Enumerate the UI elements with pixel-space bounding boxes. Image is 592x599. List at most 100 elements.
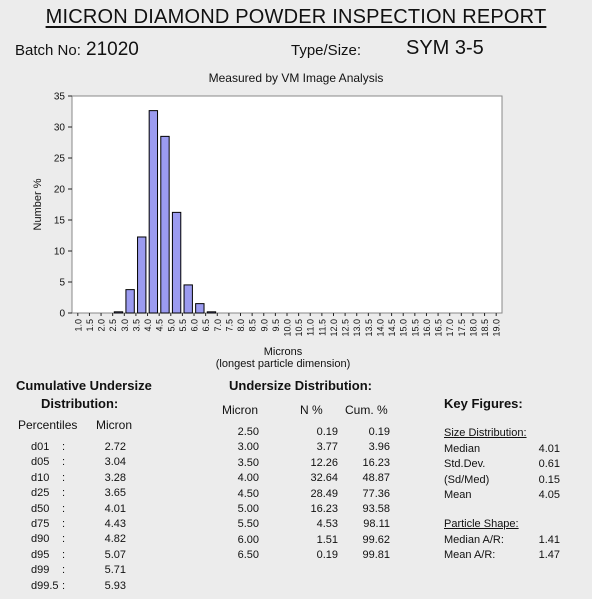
x-tick-label: 13.5 — [364, 319, 374, 337]
percentile-label: d01 — [31, 441, 50, 453]
x-tick-label: 14.5 — [387, 319, 397, 337]
x-tick-label: 3.0 — [120, 319, 130, 332]
y-tick-label: 10 — [54, 247, 66, 258]
x-tick-label: 16.5 — [434, 319, 444, 337]
percentile-separator: : — [62, 502, 66, 515]
x-tick-label: 6.0 — [190, 319, 200, 332]
x-tick-label: 19.0 — [492, 319, 502, 337]
undersize-heading: Undersize Distribution: — [229, 378, 373, 393]
undersize-micron: 2.50 — [237, 426, 259, 438]
undersize-n-percent: 4.53 — [316, 518, 338, 531]
percentile-separator: : — [62, 487, 66, 500]
size-stat-value: 4.01 — [538, 443, 560, 455]
x-tick-label: 4.0 — [143, 319, 153, 332]
undersize-micron: 6.00 — [237, 533, 259, 546]
shape-stat-label: Median A/R: — [444, 534, 504, 546]
chart-title: Measured by VM Image Analysis — [208, 71, 384, 85]
percentile-separator: : — [62, 518, 66, 530]
key-figures-heading: Key Figures: — [444, 396, 523, 411]
x-tick-label: 5.5 — [178, 319, 188, 332]
undersize-col-n: N % — [300, 403, 323, 417]
percentile-micron: 5.71 — [104, 564, 126, 577]
x-tick-label: 12.5 — [341, 319, 351, 337]
size-stat-label: (Sd/Med) — [444, 473, 490, 486]
x-tick-label: 4.5 — [155, 319, 165, 332]
undersize-micron: 4.00 — [237, 472, 259, 485]
undersize-n-percent: 0.19 — [316, 549, 338, 562]
undersize-micron: 4.50 — [237, 487, 259, 500]
y-tick-label: 0 — [59, 309, 65, 320]
y-tick-label: 25 — [54, 154, 66, 165]
cumulative-heading-2: Distribution: — [41, 396, 119, 411]
undersize-n-percent: 16.23 — [310, 503, 338, 515]
y-axis-label: Number % — [32, 178, 44, 230]
x-tick-label: 18.5 — [480, 319, 490, 337]
y-tick-label: 5 — [59, 278, 65, 289]
undersize-n-percent: 28.49 — [310, 487, 338, 500]
shape-stat-label: Mean A/R: — [444, 549, 496, 562]
undersize-n-percent: 12.26 — [310, 456, 338, 469]
x-tick-label: 6.5 — [201, 319, 211, 332]
x-tick-label: 7.5 — [224, 319, 234, 332]
x-tick-label: 11.5 — [317, 319, 327, 336]
undersize-micron: 3.50 — [237, 456, 259, 469]
histogram-bar — [148, 110, 159, 314]
percentile-micron: 3.04 — [104, 456, 126, 469]
histogram-bar — [125, 289, 135, 314]
percentile-separator: : — [62, 548, 66, 561]
histogram-bar — [113, 311, 124, 314]
x-tick-label: 9.5 — [271, 319, 281, 332]
particle-shape-heading: Particle Shape: — [444, 518, 519, 530]
y-tick-label: 35 — [54, 92, 66, 103]
undersize-cum-percent: 16.23 — [362, 456, 390, 469]
x-axis-sublabel: (longest particle dimension) — [216, 358, 351, 370]
size-stat-label: Median — [444, 443, 481, 455]
undersize-cum-percent: 99.81 — [362, 549, 390, 562]
undersize-n-percent: 3.77 — [316, 441, 338, 454]
percentile-micron: 3.65 — [104, 487, 126, 500]
percentile-label: d99.5 — [31, 579, 59, 592]
x-tick-label: 1.0 — [73, 319, 83, 332]
x-tick-label: 15.5 — [410, 319, 420, 337]
undersize-col-cum: Cum. % — [345, 403, 388, 417]
batch-value: 21020 — [86, 39, 139, 60]
cumulative-heading-1: Cumulative Undersize — [16, 378, 152, 393]
undersize-n-percent: 32.64 — [310, 472, 338, 485]
percentile-micron: 4.01 — [104, 502, 126, 515]
type-label: Type/Size: — [291, 42, 362, 59]
percentile-label: d90 — [31, 533, 50, 546]
undersize-micron: 3.00 — [237, 441, 259, 454]
x-tick-label: 11.0 — [306, 319, 316, 336]
histogram-bar — [206, 311, 217, 314]
shape-stat-value: 1.41 — [538, 534, 560, 546]
plot-area — [71, 95, 503, 314]
x-tick-label: 8.5 — [248, 319, 258, 332]
percentile-micron: 5.93 — [104, 579, 126, 592]
report-title: MICRON DIAMOND POWDER INSPECTION REPORT — [45, 6, 547, 28]
x-axis-label: Microns — [264, 346, 303, 358]
x-tick-label: 18.0 — [468, 319, 478, 337]
x-tick-label: 17.5 — [457, 319, 467, 337]
histogram-bar — [137, 236, 147, 314]
x-tick-label: 13.0 — [352, 319, 362, 337]
x-tick-label: 9.0 — [259, 319, 269, 332]
percentile-micron: 4.82 — [104, 533, 126, 546]
x-tick-label: 10.5 — [294, 319, 304, 337]
size-stat-label: Std.Dev. — [444, 458, 486, 471]
percentile-micron: 3.28 — [104, 471, 126, 484]
undersize-cum-percent: 98.11 — [363, 518, 390, 531]
x-tick-label: 2.5 — [108, 319, 118, 332]
undersize-n-percent: 1.51 — [316, 533, 338, 546]
x-tick-label: 3.5 — [131, 319, 141, 332]
percentile-micron: 5.07 — [104, 548, 126, 561]
percentile-label: d25 — [31, 487, 50, 500]
x-tick-label: 15.0 — [399, 319, 409, 337]
undersize-cum-percent: 99.62 — [362, 533, 390, 546]
undersize-micron: 6.50 — [237, 549, 259, 562]
percentile-label: d75 — [31, 518, 50, 530]
undersize-micron: 5.50 — [237, 518, 259, 531]
histogram-bar — [171, 211, 182, 314]
size-stat-value: 4.05 — [538, 489, 560, 502]
x-tick-label: 1.5 — [85, 319, 95, 332]
